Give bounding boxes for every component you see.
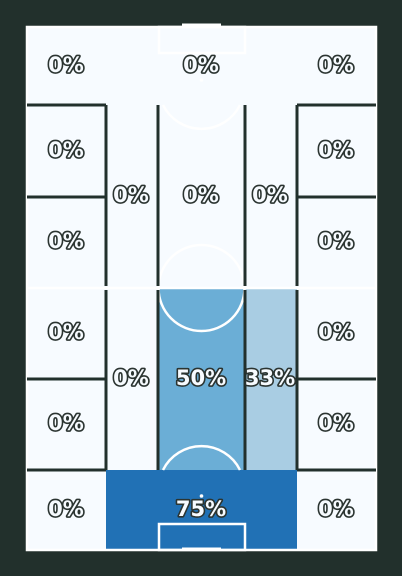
zone-label: 0% xyxy=(48,138,84,162)
zone-center-bottom xyxy=(106,470,297,550)
zone-borders xyxy=(27,103,376,472)
zone-right-mid-lower xyxy=(297,288,376,379)
zone-right-mid-upper xyxy=(297,197,376,288)
zone-label: 0% xyxy=(318,320,354,344)
zone-grid xyxy=(27,27,376,550)
zone-right-halfspace-upper xyxy=(245,105,297,288)
bottom-penalty-arc xyxy=(161,444,242,471)
zone-left-halfspace-upper xyxy=(106,105,158,288)
zone-label: 0% xyxy=(113,183,149,207)
zone-right-upper-mid xyxy=(297,105,376,197)
zone-label: 0% xyxy=(318,411,354,435)
zone-right-lower-mid xyxy=(297,379,376,470)
zone-label: 33% xyxy=(245,366,295,390)
zone-right-top xyxy=(297,27,376,105)
zone-label: 0% xyxy=(113,366,149,390)
zone-label: 50% xyxy=(176,366,226,390)
zone-label: 0% xyxy=(183,183,219,207)
zone-label: 0% xyxy=(48,320,84,344)
pitch-markings xyxy=(25,23,378,552)
zone-label: 75% xyxy=(176,497,226,521)
top-goal-area xyxy=(157,25,247,55)
zone-left-mid-upper xyxy=(27,197,106,288)
center-circle xyxy=(157,243,246,333)
zone-left-upper-mid xyxy=(27,105,106,197)
zone-label: 0% xyxy=(318,138,354,162)
zone-label: 0% xyxy=(183,53,219,77)
zone-label: 0% xyxy=(48,497,84,521)
zone-label: 0% xyxy=(318,229,354,253)
zone-label: 0% xyxy=(48,229,84,253)
zone-left-mid-lower xyxy=(27,288,106,379)
zone-left-halfspace-lower xyxy=(106,288,158,470)
zone-center-top xyxy=(106,27,297,105)
top-penalty-arc xyxy=(161,104,242,131)
zone-label: 0% xyxy=(318,497,354,521)
zone-left-lower-mid xyxy=(27,379,106,470)
top-penalty-spot xyxy=(199,78,204,82)
zone-right-halfspace-lower xyxy=(245,288,297,470)
zone-left-top xyxy=(27,27,106,105)
zone-label: 0% xyxy=(318,53,354,77)
zone-left-bottom xyxy=(27,470,106,550)
zone-label: 0% xyxy=(48,411,84,435)
zone-label: 0% xyxy=(48,53,84,77)
zone-label: 0% xyxy=(252,183,288,207)
bottom-penalty-spot xyxy=(199,494,204,498)
zone-right-bottom xyxy=(297,470,376,550)
zone-labels: 0% 0% 0% 0% 0% 0% 0% 0% 0% 0% 0% 0% 0% 5… xyxy=(47,51,356,522)
